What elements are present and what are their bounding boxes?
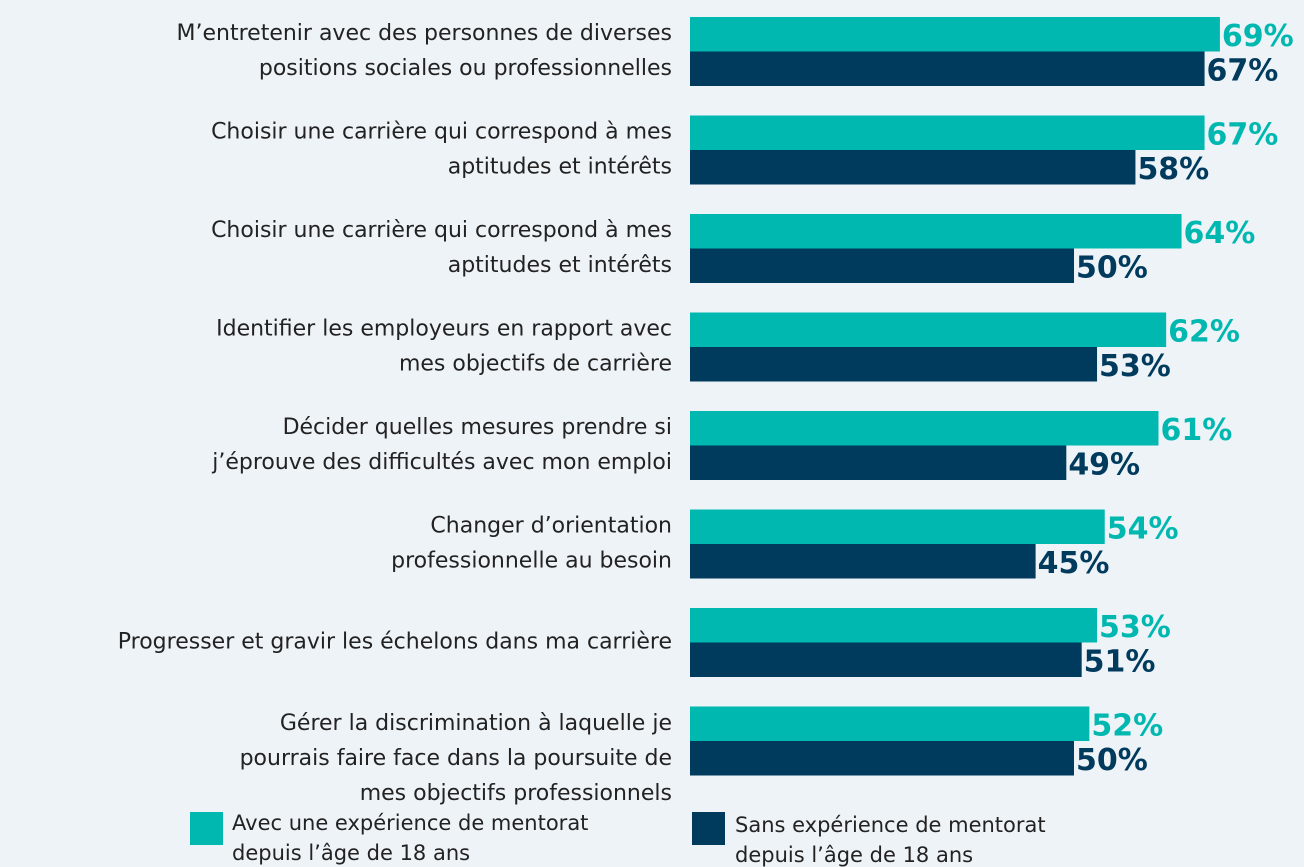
category-label: Progresser et gravir les échelons dans m… (118, 630, 672, 655)
category-label: j’éprouve des difficultés avec mon emplo… (211, 450, 672, 475)
category-label: M’entretenir avec des personnes de diver… (177, 21, 672, 46)
bar (690, 248, 1074, 283)
value-label: 51% (1084, 644, 1156, 679)
category-label: mes objectifs de carrière (399, 352, 672, 377)
value-label: 53% (1099, 610, 1171, 645)
value-label: 61% (1160, 413, 1232, 448)
category-label: aptitudes et intérêts (448, 155, 672, 180)
value-label: 50% (1076, 250, 1148, 285)
value-label: 45% (1038, 546, 1110, 581)
category-label: mes objectifs professionnels (360, 781, 672, 806)
value-label: 53% (1099, 349, 1171, 384)
legend-swatch (190, 812, 223, 845)
legend-swatch (692, 812, 725, 845)
value-label: 64% (1184, 216, 1256, 251)
legend-label: Sans expérience de mentorat depuis l’âge… (735, 813, 1046, 867)
legend-label: Avec une expérience de mentorat depuis l… (232, 811, 589, 865)
bar (690, 509, 1105, 544)
value-label: 67% (1207, 53, 1279, 88)
value-label: 62% (1168, 314, 1240, 349)
value-label: 49% (1068, 447, 1140, 482)
value-label: 50% (1076, 743, 1148, 778)
bar (690, 608, 1098, 643)
bar (690, 741, 1074, 776)
value-label: 58% (1137, 152, 1209, 187)
bar (690, 706, 1090, 741)
bar (690, 411, 1159, 446)
bar (690, 445, 1067, 480)
category-label: aptitudes et intérêts (448, 253, 672, 278)
value-label: 54% (1107, 511, 1179, 546)
bar (690, 544, 1036, 579)
bar (690, 214, 1182, 249)
bar (690, 312, 1167, 347)
bar (690, 347, 1098, 382)
value-label: 52% (1091, 708, 1163, 743)
bar (690, 150, 1136, 185)
value-label: 67% (1207, 117, 1279, 152)
category-label: Identifier les employeurs en rapport ave… (216, 317, 672, 342)
category-label: Choisir une carrière qui correspond à me… (211, 218, 672, 243)
bar (690, 115, 1205, 150)
category-label: positions sociales ou professionnelles (259, 56, 672, 81)
category-label: pourrais faire face dans la poursuite de (240, 746, 672, 771)
category-label: Choisir une carrière qui correspond à me… (211, 120, 672, 145)
category-label: Changer d’orientation (430, 514, 672, 539)
category-label: Décider quelles mesures prendre si (283, 415, 672, 440)
bar (690, 642, 1082, 677)
bar (690, 17, 1220, 52)
bar (690, 51, 1205, 86)
category-label: Gérer la discrimination à laquelle je (280, 711, 672, 736)
category-label: professionnelle au besoin (391, 549, 672, 574)
value-label: 69% (1222, 19, 1294, 54)
